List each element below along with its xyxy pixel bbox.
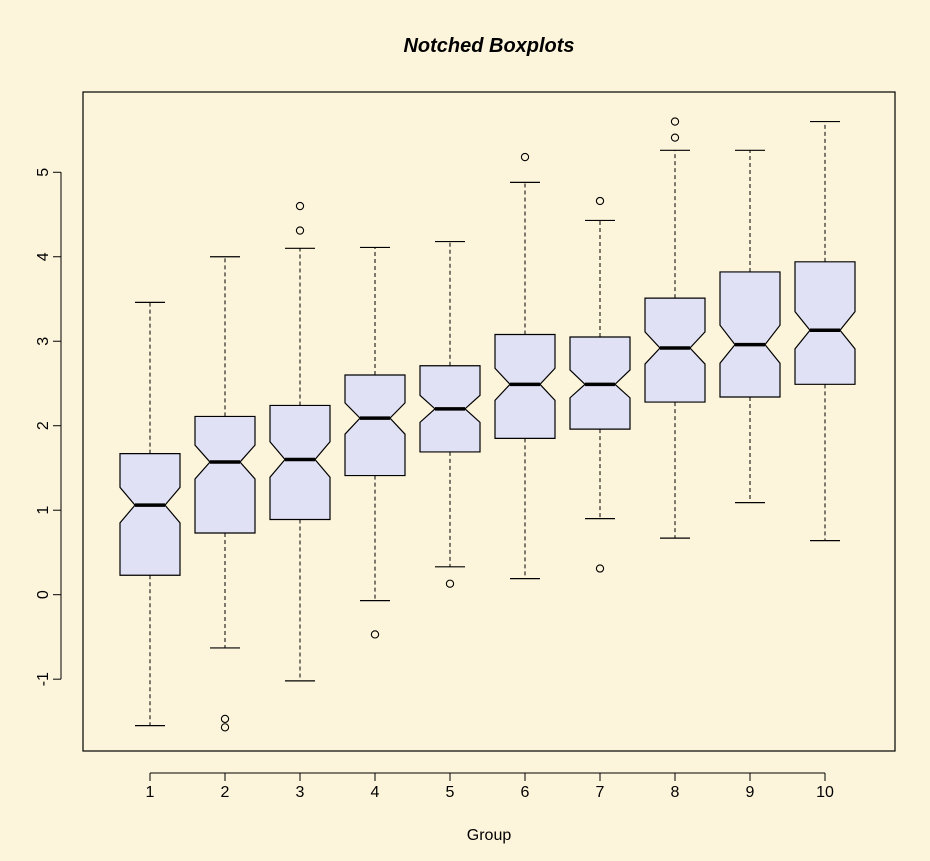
- x-tick-label: 4: [371, 784, 380, 801]
- notched-box: [269, 404, 331, 521]
- notched-box: [194, 415, 256, 534]
- y-tick-label: 0: [35, 590, 52, 599]
- x-tick-label: 1: [146, 784, 155, 801]
- box-group-6: [494, 152, 556, 580]
- outlier-point: [295, 201, 305, 211]
- notched-box: [119, 453, 181, 576]
- box-group-4: [344, 246, 406, 639]
- x-tick-label: 5: [446, 784, 455, 801]
- boxes-layer: [119, 117, 856, 732]
- box-group-2: [194, 256, 256, 732]
- y-tick-label: 3: [35, 337, 52, 346]
- outlier-point: [445, 579, 455, 588]
- notched-box: [794, 261, 856, 385]
- outlier-point: [520, 152, 530, 162]
- y-tick-label: 4: [35, 252, 52, 261]
- outlier-point: [370, 630, 380, 639]
- box-group-5: [419, 240, 481, 588]
- outlier-point: [295, 226, 305, 235]
- outlier-point: [670, 117, 680, 126]
- box-group-1: [119, 301, 181, 727]
- outlier-point: [220, 714, 230, 724]
- outlier-point: [220, 723, 230, 732]
- x-tick-label: 2: [221, 784, 230, 801]
- x-tick-label: 7: [596, 784, 605, 801]
- y-tick-label: -1: [35, 672, 52, 686]
- x-tick-label: 8: [671, 784, 680, 801]
- box-group-10: [794, 120, 856, 542]
- box-group-3: [269, 201, 331, 682]
- outlier-point: [595, 564, 605, 573]
- notched-box: [719, 271, 781, 398]
- y-tick-label: 2: [35, 421, 52, 430]
- y-axis: -1 0 1 2 3 4 5: [35, 168, 62, 686]
- x-axis: 1 2 3 4 5 6 7 8 9 10: [146, 772, 834, 801]
- y-tick-label: 1: [35, 506, 52, 515]
- outlier-point: [670, 133, 680, 142]
- box-group-9: [719, 149, 781, 504]
- x-tick-label: 9: [746, 784, 755, 801]
- notched-box: [494, 333, 556, 439]
- y-tick-label: 5: [35, 168, 52, 177]
- x-axis-title: Group: [467, 827, 512, 844]
- outlier-point: [595, 196, 605, 206]
- chart-title: Notched Boxplots: [403, 35, 574, 57]
- x-tick-label: 3: [296, 784, 305, 801]
- x-tick-label: 10: [816, 784, 834, 801]
- box-group-8: [644, 117, 706, 539]
- notched-box: [344, 374, 406, 477]
- box-group-7: [569, 196, 631, 573]
- plot-frame: [82, 91, 896, 752]
- notched-box: [644, 297, 706, 403]
- x-tick-label: 6: [521, 784, 530, 801]
